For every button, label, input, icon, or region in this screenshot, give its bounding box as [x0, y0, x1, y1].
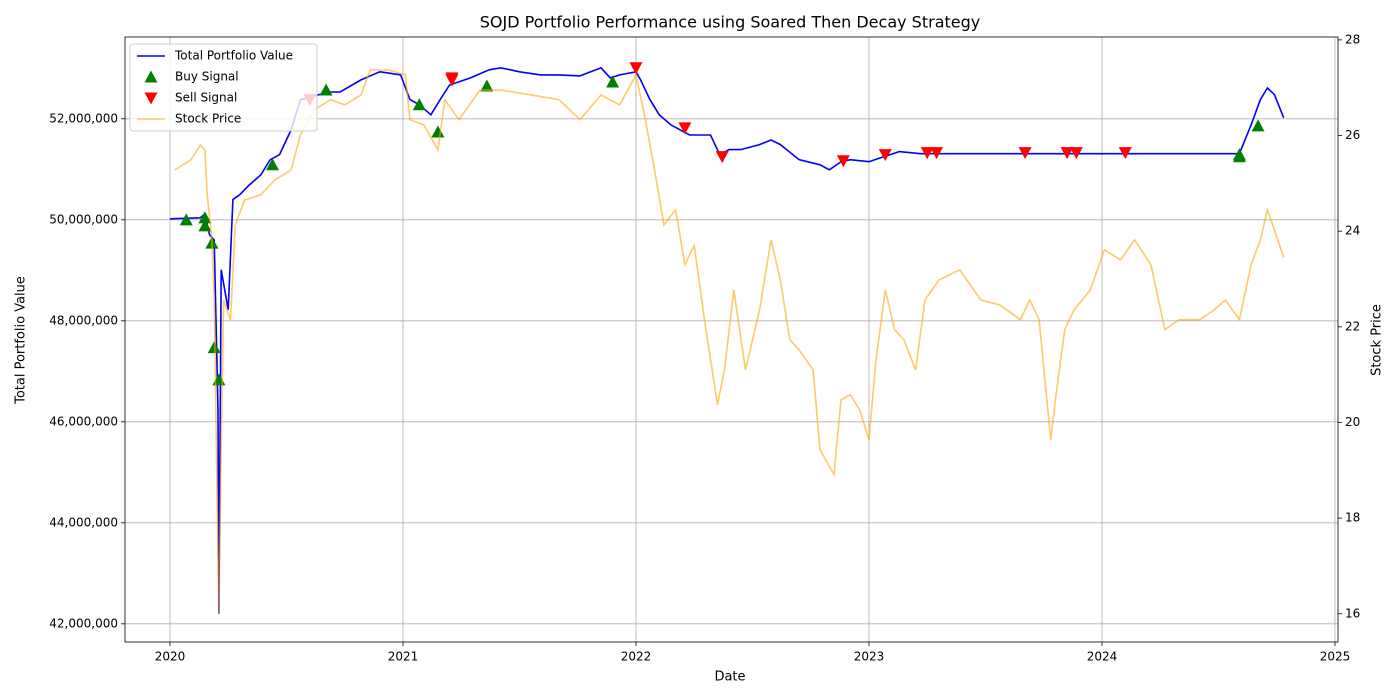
- y-tick-label: 46,000,000: [49, 414, 118, 428]
- x-axis-label: Date: [714, 670, 745, 685]
- signal-marker: [629, 62, 643, 75]
- y2-axis-label: Stock Price: [1370, 304, 1385, 376]
- legend-label: Stock Price: [175, 112, 241, 126]
- y-tick-label: 50,000,000: [49, 212, 118, 226]
- y2-tick-label: 16: [1345, 606, 1360, 620]
- y2-tick-label: 24: [1345, 224, 1360, 238]
- legend-label: Total Portfolio Value: [174, 49, 293, 63]
- signal-marker: [715, 151, 729, 164]
- legend-box: [129, 43, 318, 132]
- y-tick-label: 52,000,000: [49, 111, 118, 125]
- signal-marker: [1232, 150, 1246, 163]
- signal-marker: [431, 125, 445, 138]
- legend-label: Sell Signal: [175, 91, 237, 105]
- y2-tick-label: 28: [1345, 32, 1360, 46]
- series-line: [174, 69, 1285, 614]
- y-tick-label: 42,000,000: [49, 616, 118, 630]
- signal-marker: [920, 147, 934, 160]
- signal-marker: [179, 213, 193, 226]
- signal-marker: [198, 219, 212, 232]
- y-tick-label: 48,000,000: [49, 313, 118, 327]
- signal-marker: [930, 147, 944, 160]
- y2-tick-label: 22: [1345, 319, 1360, 333]
- signal-marker: [198, 211, 212, 224]
- series-line: [169, 66, 1285, 614]
- y-axis-label: Total Portfolio Value: [14, 276, 29, 405]
- signal-marker: [480, 79, 494, 92]
- signal-marker: [836, 155, 850, 168]
- signal-marker: [1018, 147, 1032, 160]
- signal-marker: [1251, 119, 1265, 132]
- x-tick-label: 2024: [1087, 650, 1118, 664]
- y-tick-label: 44,000,000: [49, 515, 118, 529]
- signal-marker: [1069, 147, 1083, 160]
- signal-marker: [1060, 147, 1074, 160]
- signal-marker: [606, 75, 620, 88]
- x-tick-label: 2025: [1320, 650, 1351, 664]
- x-tick-label: 2022: [621, 650, 652, 664]
- signal-marker: [265, 158, 279, 171]
- y2-tick-label: 18: [1345, 511, 1360, 525]
- x-tick-label: 2023: [854, 650, 885, 664]
- chart-title: SOJD Portfolio Performance using Soared …: [480, 13, 980, 32]
- signal-marker: [445, 72, 459, 85]
- x-tick-label: 2020: [155, 650, 186, 664]
- signal-marker: [878, 149, 892, 162]
- signal-marker: [1118, 147, 1132, 160]
- y2-tick-label: 26: [1345, 128, 1360, 142]
- legend-handle: [144, 70, 158, 83]
- signal-marker: [412, 98, 426, 111]
- x-tick-label: 2021: [388, 650, 419, 664]
- legend-handle: [144, 92, 158, 105]
- legend-label: Buy Signal: [175, 70, 239, 84]
- plot-frame: [124, 36, 1339, 643]
- signal-marker: [212, 373, 226, 386]
- signal-marker: [678, 122, 692, 135]
- y2-tick-label: 20: [1345, 415, 1360, 429]
- signal-marker: [319, 83, 333, 96]
